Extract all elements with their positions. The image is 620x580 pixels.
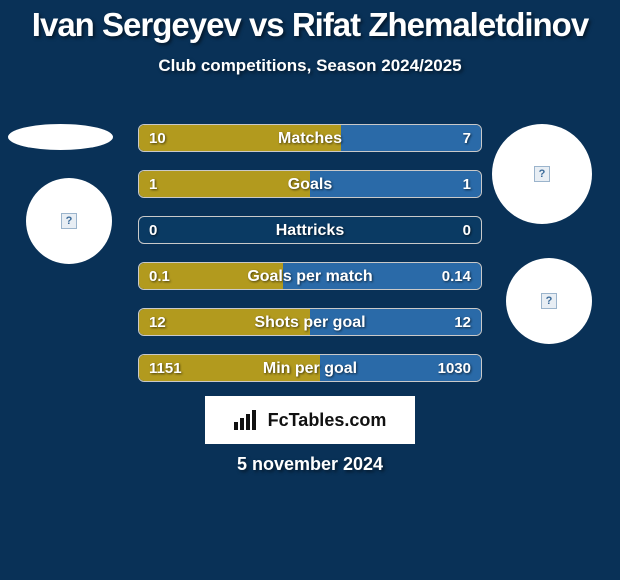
stat-label: Matches — [139, 125, 481, 152]
placeholder-icon: ? — [534, 166, 550, 182]
right-team-logo: ? — [492, 124, 592, 224]
stat-label: Min per goal — [139, 355, 481, 382]
stat-row: 1212Shots per goal — [138, 308, 482, 336]
placeholder-icon: ? — [541, 293, 557, 309]
left-team-logo — [8, 124, 113, 150]
page-title: Ivan Sergeyev vs Rifat Zhemaletdinov — [0, 0, 620, 44]
snapshot-date: 5 november 2024 — [0, 454, 620, 475]
stat-label: Goals — [139, 171, 481, 198]
placeholder-icon: ? — [61, 213, 77, 229]
left-player-avatar: ? — [26, 178, 112, 264]
brand-icon — [234, 410, 262, 430]
stat-label: Shots per goal — [139, 309, 481, 336]
stat-row: 11511030Min per goal — [138, 354, 482, 382]
stat-row: 00Hattricks — [138, 216, 482, 244]
right-player-avatar: ? — [506, 258, 592, 344]
stat-row: 107Matches — [138, 124, 482, 152]
stat-label: Goals per match — [139, 263, 481, 290]
brand-text: FcTables.com — [268, 410, 387, 431]
page-subtitle: Club competitions, Season 2024/2025 — [0, 56, 620, 76]
brand-badge: FcTables.com — [205, 396, 415, 444]
comparison-stats: 107Matches 11Goals 00Hattricks 0.10.14Goals… — [138, 124, 482, 400]
stat-row: 0.10.14Goals per match — [138, 262, 482, 290]
stat-label: Hattricks — [139, 217, 481, 244]
stat-row: 11Goals — [138, 170, 482, 198]
